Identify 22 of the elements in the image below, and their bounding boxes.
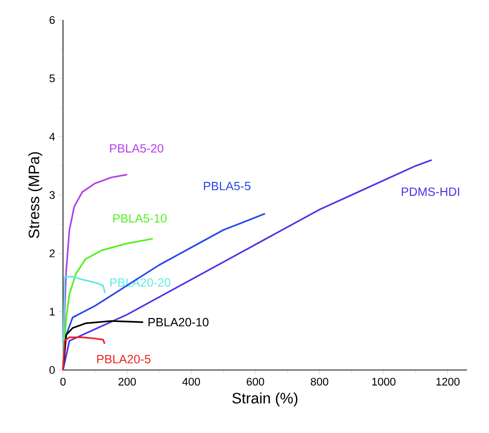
x-tick-label: 1200	[436, 378, 460, 386]
y-axis-title: Stress (MPa)	[28, 152, 42, 238]
x-tick-label: 1000	[372, 378, 396, 386]
text: PBLA5-5	[204, 182, 250, 190]
y-tick-label: 6	[50, 16, 55, 24]
text: PBLA5-20	[110, 144, 164, 153]
x-axis-title: Strain (%)	[232, 392, 298, 406]
series-label: PBLA5-10	[113, 214, 167, 223]
series-label: PBLA20-5	[97, 354, 150, 364]
x-tick-label: 200	[118, 378, 136, 386]
x-tick-label: 800	[310, 378, 328, 386]
x-tick-label: 400	[182, 378, 200, 386]
x-tick-label: 600	[246, 378, 264, 386]
y-tick-label: 2	[50, 250, 55, 258]
y-tick-label: 0	[50, 366, 55, 374]
series-label: PBLA20-10	[148, 318, 208, 326]
y-tick-label: 3	[50, 191, 55, 199]
y-tick-label: 4	[49, 132, 55, 140]
x-tick-label: 0	[60, 378, 66, 386]
y-tick-label: 1	[50, 308, 55, 316]
y-tick-label: 5	[50, 74, 55, 82]
series-label: PDMS-HDI	[402, 187, 460, 196]
